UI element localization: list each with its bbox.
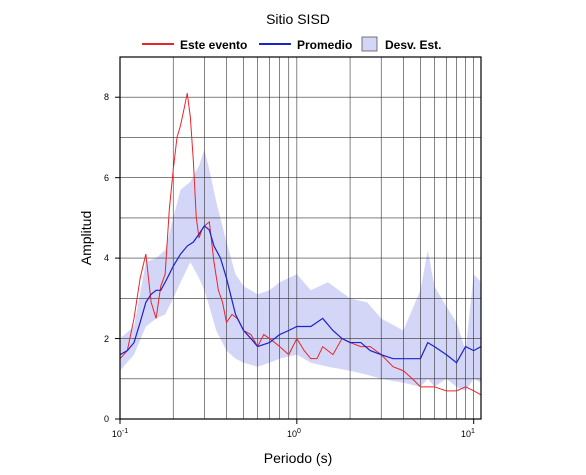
legend-label-este-evento: Este evento [180, 38, 247, 52]
y-axis-label: Amplitud [78, 211, 94, 265]
ticks [115, 96, 475, 424]
x-tick-label-2: 101 [461, 428, 475, 439]
y-tick-labels: 0 2 4 6 8 [104, 92, 109, 424]
x-axis-label: Periodo (s) [264, 450, 332, 466]
plot-area [115, 56, 482, 424]
x-tick-label-0: 10-1 [112, 428, 128, 439]
y-tick-label-6: 6 [104, 173, 109, 183]
std-dev-band [120, 149, 481, 391]
series-line-promedio [119, 225, 482, 364]
legend: Este evento Promedio Desv. Est. [142, 36, 441, 52]
legend-label-desv-est: Desv. Est. [385, 38, 441, 52]
y-tick-label-4: 4 [104, 253, 109, 263]
y-tick-label-0: 0 [104, 414, 109, 424]
grid [119, 57, 481, 419]
plot-frame [119, 56, 482, 420]
y-tick-label-8: 8 [104, 92, 109, 102]
y-tick-label-2: 2 [104, 334, 109, 344]
chart-title: Sitio SISD [266, 11, 330, 27]
legend-swatch-desv-est [361, 36, 378, 52]
x-tick-labels: 10-1 100 101 [112, 428, 475, 439]
legend-label-promedio: Promedio [297, 38, 352, 52]
x-tick-label-1: 100 [287, 428, 301, 439]
